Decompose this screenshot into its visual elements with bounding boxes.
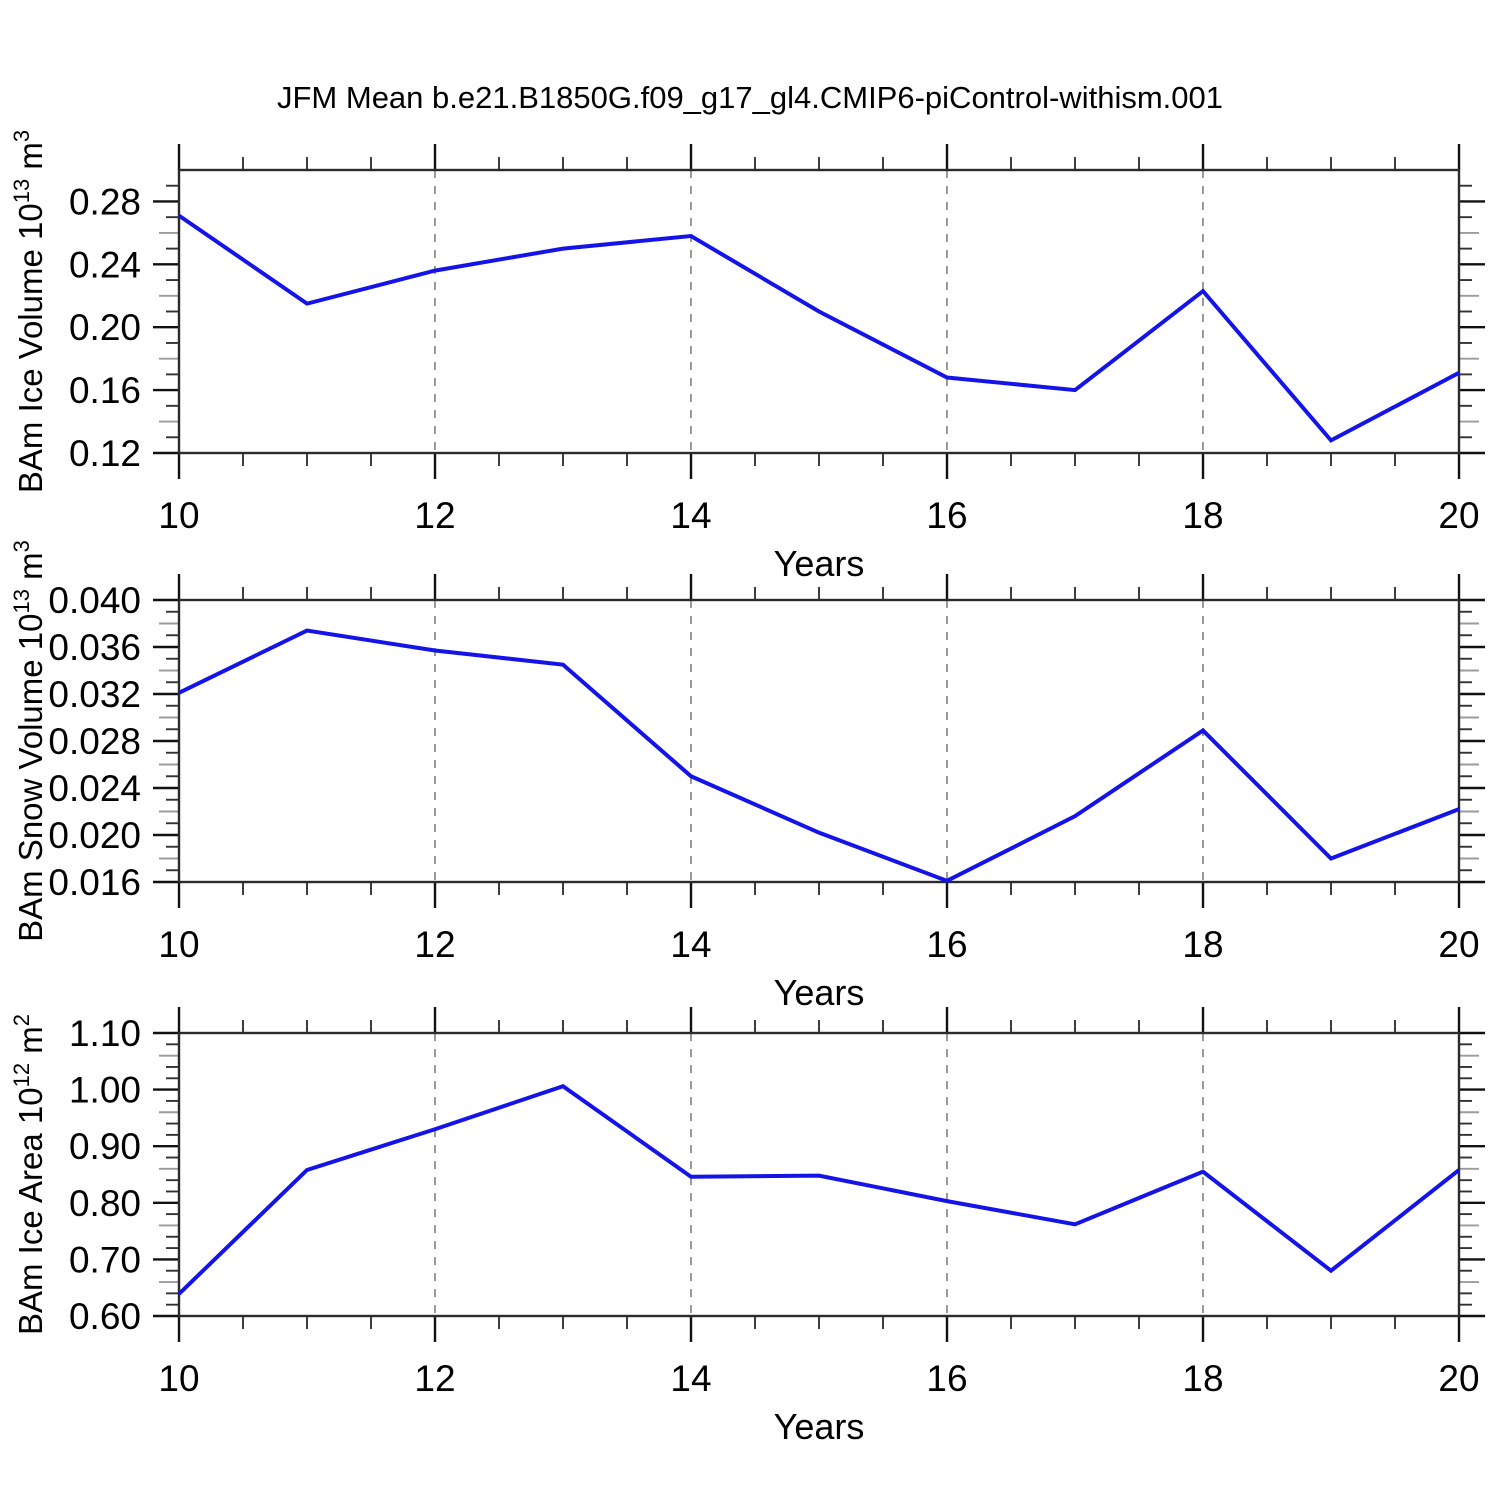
x-axis-title: Years [774,1406,865,1447]
y-axis-title: BAm Ice Volume 1013 m3 [9,130,49,493]
panel-ice-volume: 0.12 0.16 0.20 0.24 0.28 10 12 14 16 18 20 Years BAm… [9,130,1485,584]
x-tick-label: 20 [1438,1358,1479,1399]
chart-title: JFM Mean b.e21.B1850G.f09_g17_gl4.CMIP6-… [277,80,1223,115]
x-tick-label: 12 [414,924,455,965]
y-tick-label: 0.20 [69,307,141,348]
y-tick-label: 0.24 [69,244,141,285]
y-tick-label: 0.032 [48,674,141,715]
y-tick-label: 0.036 [48,627,141,668]
x-tick-label: 12 [414,495,455,536]
y-tick-label: 0.040 [48,580,141,621]
y-tick-label: 0.016 [48,862,141,903]
y-axis-title: BAm Ice Area 1012 m2 [9,1014,49,1335]
y-axis-title: BAm Snow Volume 1013 m3 [9,540,49,942]
y-tick-label: 1.10 [69,1013,141,1054]
panel-snow-volume: 0.016 0.020 0.024 0.028 0.032 0.036 0.040 10 12 1… [9,540,1485,1013]
x-tick-label: 16 [926,495,967,536]
y-tick-label: 0.90 [69,1126,141,1167]
x-tick-label: 14 [670,1358,711,1399]
x-tick-label: 14 [670,924,711,965]
y-tick-label: 1.00 [69,1070,141,1111]
x-axis-title: Years [774,972,865,1013]
y-tick-label: 0.024 [48,768,141,809]
x-tick-label: 20 [1438,495,1479,536]
plot-frame [177,168,1461,455]
x-tick-label: 10 [158,1358,199,1399]
data-line-snow-volume [178,628,1460,884]
x-tick-label: 14 [670,495,711,536]
plot-frame [177,1031,1461,1318]
x-tick-label: 16 [926,924,967,965]
x-tick-label: 18 [1182,495,1223,536]
plot-frame [177,598,1461,884]
y-tick-label: 0.70 [69,1239,141,1280]
y-tick-label: 0.028 [48,721,141,762]
x-tick-label: 16 [926,1358,967,1399]
data-line-ice-area [177,1083,1461,1296]
y-tick-label: 0.16 [69,370,141,411]
y-tick-label: 0.12 [69,433,141,474]
chart-root: 0.12 0.16 0.20 0.24 0.28 10 12 14 16 18 20 Years BAm… [9,130,1485,1447]
data-line-ice-volume [177,213,1460,443]
y-tick-label: 0.28 [69,181,141,222]
y-tick-label: 0.80 [69,1183,141,1224]
x-tick-label: 20 [1438,924,1479,965]
y-tick-label: 0.60 [69,1296,141,1337]
x-tick-label: 10 [158,924,199,965]
x-tick-label: 18 [1182,1358,1223,1399]
panel-ice-area: 0.60 0.70 0.80 0.90 1.00 1.10 10 12 14 16 18 20 Year… [9,1007,1485,1447]
y-tick-label: 0.020 [48,815,141,856]
x-axis-title: Years [774,543,865,584]
x-tick-label: 10 [158,495,199,536]
x-tick-label: 18 [1182,924,1223,965]
x-tick-label: 12 [414,1358,455,1399]
